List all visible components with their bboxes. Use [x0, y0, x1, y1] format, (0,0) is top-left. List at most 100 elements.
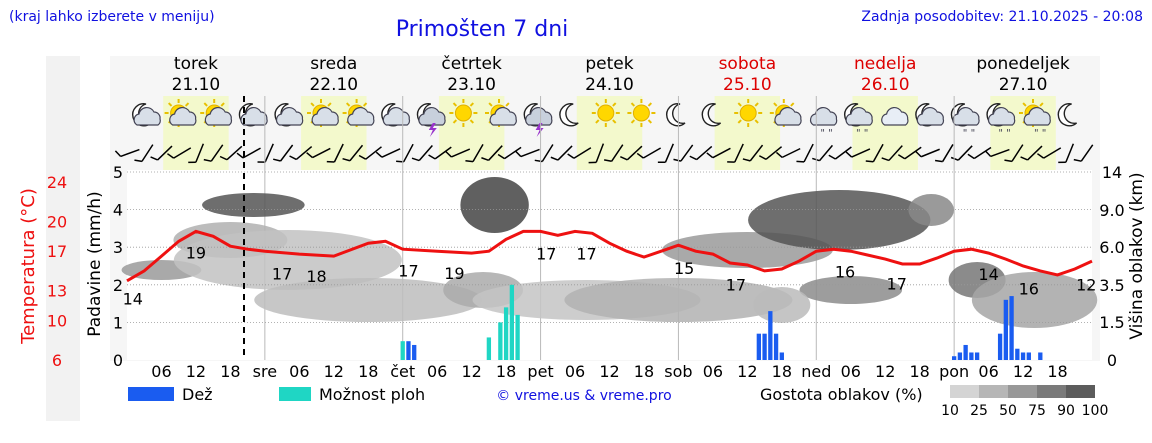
wind-barb — [1020, 145, 1043, 161]
barb-feather — [428, 154, 436, 160]
time-tick: 06 — [565, 362, 585, 381]
credit-link[interactable]: © vreme.us & vreme.pro — [496, 388, 671, 404]
rain-bar — [1015, 348, 1020, 360]
day-date: 25.10 — [723, 75, 772, 95]
moon-storm-icon — [416, 103, 446, 137]
wind-barb — [257, 143, 274, 163]
wind-barb — [881, 145, 903, 162]
day-date: 23.10 — [447, 75, 496, 95]
shower-bar — [400, 341, 405, 360]
barb-staff — [872, 143, 884, 163]
density-tick: 10 — [941, 403, 959, 419]
sun-ray — [647, 102, 653, 107]
moon-icon — [559, 103, 579, 127]
sun-ray — [184, 102, 190, 107]
barb-feather — [342, 157, 351, 162]
precipitation-bars — [400, 284, 1043, 360]
wind-barb — [950, 145, 973, 161]
chart-title: Primošten 7 dni — [396, 17, 569, 42]
rain-bar — [773, 333, 779, 360]
barb-feather — [497, 153, 505, 160]
barb-feather — [326, 160, 335, 163]
barb-feather — [775, 151, 783, 158]
wind-barb — [673, 144, 694, 162]
cloud-shape — [916, 106, 945, 126]
density-swatch — [1037, 385, 1066, 398]
barb-feather — [796, 160, 805, 163]
temperature-value-label: 19 — [186, 243, 206, 262]
day-name: sobota — [719, 54, 777, 74]
cloud-icon — [881, 106, 909, 126]
barb-feather — [567, 153, 575, 159]
cloud-height-tick: 3.5 — [1099, 276, 1124, 295]
sun-ray — [754, 102, 759, 107]
sun-ray — [362, 102, 368, 107]
barb-feather — [134, 159, 143, 163]
barb-staff — [226, 145, 243, 161]
sun-disc — [739, 104, 757, 122]
moon-cloud-icon — [915, 103, 945, 127]
weather-icons-row: " " " " " " " " " " — [132, 99, 1078, 139]
barb-staff — [920, 148, 940, 158]
barb-feather — [306, 152, 313, 159]
sun-ray — [612, 119, 617, 124]
time-tick: pon — [939, 362, 969, 381]
shower-bar — [486, 337, 492, 360]
barb-feather — [1004, 159, 1013, 163]
time-tick: pet — [527, 362, 553, 381]
cloud-shape — [275, 106, 304, 126]
barb-feather — [636, 152, 644, 159]
sun-ray — [630, 119, 636, 124]
barb-staff — [520, 148, 540, 158]
sun-cloud-rain-icon: " " — [1019, 99, 1051, 139]
cloud-shape — [774, 106, 802, 126]
barb-staff — [834, 146, 852, 160]
barb-feather — [1058, 161, 1066, 164]
barb-staff — [765, 146, 783, 160]
barb-staff — [973, 146, 992, 160]
barb-feather — [515, 150, 522, 158]
barb-staff — [595, 143, 605, 163]
barb-feather — [1073, 158, 1082, 162]
barb-staff — [626, 145, 643, 161]
wind-barb — [306, 147, 331, 159]
barb-staff — [120, 148, 140, 158]
barb-staff — [642, 147, 662, 159]
cloud-shape — [240, 106, 268, 126]
lightning-shape — [535, 123, 544, 137]
sun-cloud-icon — [342, 99, 375, 127]
sun-disc — [632, 104, 650, 122]
temperature-tick: 6 — [52, 351, 62, 370]
cloud-shape — [418, 106, 446, 126]
density-swatch — [1008, 385, 1037, 398]
day-name: petek — [585, 54, 633, 74]
moon-cloud-rain-icon: " " — [986, 103, 1016, 139]
time-tick: sob — [664, 362, 692, 381]
barb-staff — [1011, 144, 1024, 162]
barb-feather — [897, 154, 906, 160]
sun-icon — [734, 99, 763, 127]
cloud-height-axis-label: Višina oblakov (km) — [1127, 172, 1147, 339]
sun-disc — [454, 104, 472, 122]
cloud-density-patch — [799, 276, 903, 304]
barb-staff — [504, 146, 522, 160]
day-date: 24.10 — [585, 75, 634, 95]
precip-tick: 0 — [113, 351, 123, 370]
rain-bar — [963, 344, 968, 360]
region-hint[interactable]: (kraj lahko izberete v meniju) — [9, 9, 215, 25]
moon-shape — [666, 103, 686, 127]
cloud-height-tick: 0 — [1107, 351, 1117, 370]
cloud-density-patch — [460, 177, 529, 233]
rain-drops: " " — [998, 128, 1010, 139]
precip-tick: 2 — [113, 276, 123, 295]
wind-barb — [1058, 143, 1075, 164]
temperature-value-label: 19 — [444, 264, 464, 283]
wind-barb — [742, 144, 764, 162]
barb-feather — [689, 155, 697, 161]
temperature-tick: 17 — [47, 242, 67, 261]
barb-feather — [935, 159, 943, 163]
wind-barb — [845, 148, 871, 158]
sun-cloud-icon — [485, 99, 517, 127]
